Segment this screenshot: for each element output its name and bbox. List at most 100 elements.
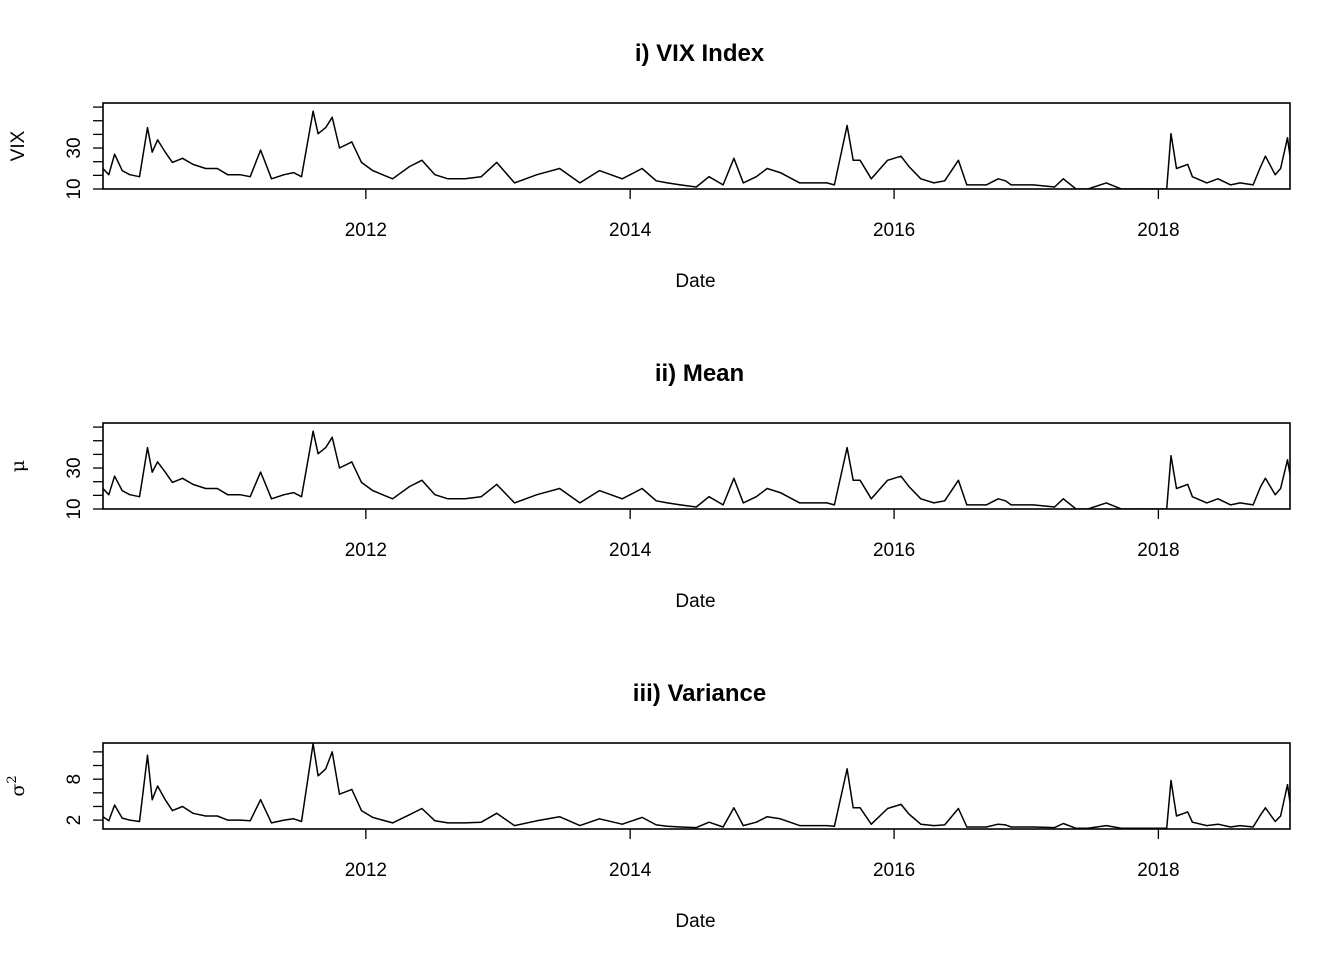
data-point bbox=[1158, 827, 1160, 829]
data-point bbox=[1062, 822, 1064, 825]
data-point bbox=[1170, 133, 1172, 135]
x-tick-label: 2016 bbox=[873, 860, 915, 881]
data-point bbox=[216, 815, 218, 817]
data-point bbox=[1286, 784, 1289, 786]
series-line bbox=[103, 110, 1290, 189]
data-point bbox=[192, 163, 194, 165]
data-point bbox=[1286, 137, 1289, 139]
data-point bbox=[1087, 508, 1089, 509]
data-point bbox=[679, 826, 682, 828]
data-point bbox=[997, 823, 999, 825]
data-point bbox=[997, 178, 999, 180]
data-point bbox=[1105, 182, 1107, 184]
data-point bbox=[826, 502, 828, 504]
data-point bbox=[129, 819, 131, 821]
data-point bbox=[447, 822, 449, 824]
data-point bbox=[1191, 176, 1193, 178]
x-tick-label: 2016 bbox=[873, 220, 915, 241]
data-point bbox=[944, 824, 946, 826]
data-point bbox=[360, 481, 363, 483]
data-point bbox=[621, 498, 623, 500]
data-point bbox=[900, 475, 902, 477]
data-point bbox=[666, 182, 669, 184]
y-tick-label: 30 bbox=[64, 137, 85, 158]
data-point bbox=[513, 502, 516, 504]
data-point bbox=[496, 161, 498, 163]
data-point bbox=[579, 825, 581, 827]
data-point bbox=[679, 184, 682, 186]
data-point bbox=[708, 496, 710, 498]
data-point bbox=[434, 820, 436, 822]
data-point bbox=[480, 821, 482, 823]
data-point bbox=[985, 184, 987, 186]
data-point bbox=[859, 807, 861, 809]
data-point bbox=[559, 487, 561, 490]
data-point bbox=[779, 492, 781, 494]
data-point bbox=[920, 498, 922, 500]
data-point bbox=[114, 475, 116, 477]
data-point bbox=[121, 170, 123, 172]
data-point bbox=[1206, 825, 1208, 827]
data-point bbox=[1120, 508, 1122, 509]
data-point bbox=[513, 825, 516, 827]
data-point bbox=[480, 176, 482, 178]
data-point bbox=[1158, 508, 1160, 509]
data-point bbox=[464, 822, 466, 824]
data-point bbox=[372, 490, 374, 492]
data-point bbox=[121, 490, 123, 492]
data-point bbox=[1286, 459, 1289, 461]
data-point bbox=[300, 176, 303, 178]
data-point bbox=[331, 116, 333, 118]
data-point bbox=[536, 820, 538, 822]
data-point bbox=[1120, 827, 1122, 829]
data-point bbox=[146, 127, 149, 129]
data-point bbox=[496, 812, 498, 814]
data-point bbox=[249, 496, 251, 498]
data-point bbox=[205, 487, 207, 490]
data-point bbox=[598, 170, 601, 172]
data-point bbox=[859, 479, 861, 481]
data-point bbox=[944, 500, 946, 502]
data-point bbox=[270, 822, 273, 824]
data-point bbox=[908, 165, 910, 168]
data-point bbox=[1187, 483, 1189, 485]
data-point bbox=[1075, 188, 1077, 189]
data-point bbox=[1260, 485, 1262, 488]
data-point bbox=[164, 799, 166, 801]
plot-box bbox=[102, 102, 1291, 190]
y-tick-label: 30 bbox=[64, 457, 85, 478]
data-point bbox=[655, 180, 657, 182]
x-axis-label: Date bbox=[675, 591, 715, 612]
data-point bbox=[908, 485, 910, 488]
data-point bbox=[114, 153, 116, 155]
data-point bbox=[434, 174, 436, 176]
data-point bbox=[239, 819, 241, 821]
data-point bbox=[1010, 184, 1012, 186]
data-point bbox=[1105, 825, 1107, 827]
x-tick-label: 2014 bbox=[609, 540, 652, 561]
data-point bbox=[260, 799, 262, 801]
data-point bbox=[1280, 815, 1282, 817]
data-point bbox=[317, 775, 319, 777]
data-point bbox=[392, 498, 394, 500]
data-point bbox=[1239, 825, 1241, 827]
data-point bbox=[227, 494, 229, 496]
data-point bbox=[260, 471, 262, 473]
data-point bbox=[1175, 487, 1178, 490]
y-tick-label: 10 bbox=[64, 498, 85, 519]
data-point bbox=[852, 479, 854, 481]
data-point bbox=[870, 178, 872, 180]
data-point bbox=[239, 494, 241, 496]
data-point bbox=[351, 788, 353, 791]
data-point bbox=[1166, 508, 1168, 509]
data-point bbox=[655, 824, 657, 826]
data-point bbox=[312, 110, 314, 112]
data-point bbox=[409, 165, 411, 168]
data-point bbox=[579, 502, 581, 504]
data-point bbox=[733, 157, 735, 159]
data-point bbox=[1032, 184, 1034, 186]
data-point bbox=[192, 483, 194, 485]
data-point bbox=[351, 141, 353, 143]
data-point bbox=[421, 159, 423, 161]
